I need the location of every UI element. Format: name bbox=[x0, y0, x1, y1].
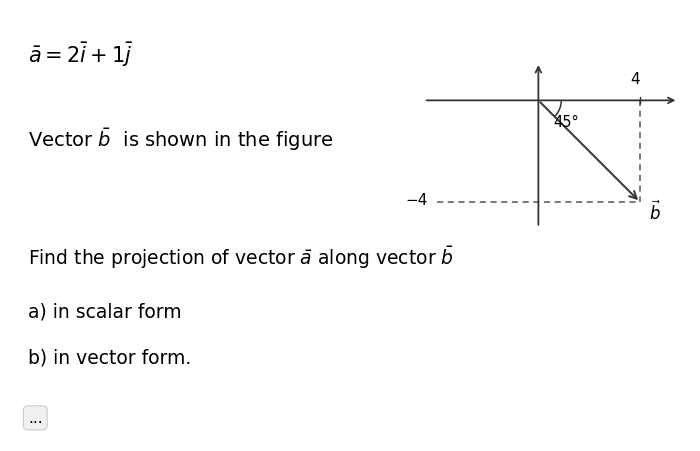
Text: $\vec{b}$: $\vec{b}$ bbox=[649, 200, 661, 224]
Text: Find the projection of vector $\bar{a}$ along vector $\bar{b}$: Find the projection of vector $\bar{a}$ … bbox=[28, 244, 454, 270]
Text: b) in vector form.: b) in vector form. bbox=[28, 347, 191, 366]
Text: 4: 4 bbox=[630, 72, 640, 87]
Text: ...: ... bbox=[28, 410, 43, 425]
Text: 45°: 45° bbox=[554, 115, 580, 130]
Text: a) in scalar form: a) in scalar form bbox=[28, 302, 181, 321]
Text: −4: −4 bbox=[405, 193, 428, 207]
Text: $\bar{a} = 2\bar{i} +1\bar{j}$: $\bar{a} = 2\bar{i} +1\bar{j}$ bbox=[28, 41, 133, 69]
Text: Vector $\bar{b}$  is shown in the figure: Vector $\bar{b}$ is shown in the figure bbox=[28, 126, 334, 153]
